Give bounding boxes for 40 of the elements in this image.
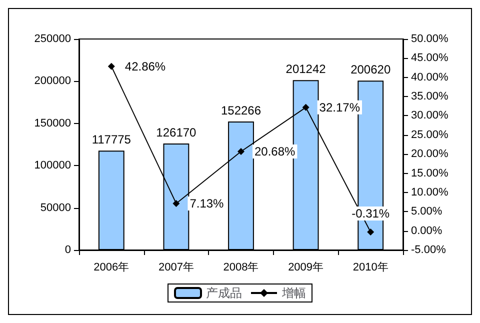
y2-tick-label: 45.00% bbox=[411, 52, 449, 64]
y2-tick-label: 50.00% bbox=[411, 33, 449, 45]
y2-tick-label: 0.00% bbox=[411, 224, 442, 237]
y2-tick-label: 30.00% bbox=[411, 110, 449, 122]
x-tick-label: 2006年 bbox=[94, 262, 130, 274]
x-tick-label: 2008年 bbox=[223, 262, 259, 274]
data-label: 201242 bbox=[286, 62, 326, 76]
data-label: -0.31% bbox=[352, 206, 390, 221]
y2-tick-label: 25.00% bbox=[411, 128, 449, 141]
point bbox=[172, 200, 180, 207]
y-tick-label: 100000 bbox=[34, 160, 71, 172]
data-label: 152266 bbox=[220, 103, 262, 118]
y2-tick-label: 5.00% bbox=[411, 206, 442, 218]
x-tick-label: 2007年 bbox=[158, 262, 194, 274]
data-label: 7.13% bbox=[190, 196, 224, 210]
y2-tick-label: -5.00% bbox=[411, 244, 446, 256]
y-tick-label: 200000 bbox=[34, 75, 71, 88]
data-label: 42.86% bbox=[124, 59, 166, 74]
y-tick-label: 50000 bbox=[40, 202, 71, 214]
y-tick-label: 0 bbox=[64, 244, 71, 256]
y-tick-label: 250000 bbox=[34, 33, 71, 45]
point bbox=[367, 228, 374, 236]
point bbox=[302, 104, 310, 111]
y-tick-label: 150000 bbox=[34, 117, 71, 130]
x-tick-label: 2010年 bbox=[352, 262, 388, 274]
y2-tick-label: 15.00% bbox=[411, 167, 449, 180]
legend-label: 增幅 bbox=[281, 286, 306, 300]
y2-tick-label: 10.00% bbox=[411, 186, 449, 198]
legend-label: 产成品 bbox=[206, 286, 242, 300]
point bbox=[238, 148, 244, 155]
y2-tick-label: 35.00% bbox=[411, 90, 449, 103]
point bbox=[108, 62, 115, 70]
y2-tick-label: 40.00% bbox=[411, 71, 449, 84]
data-label: 20.68% bbox=[254, 144, 296, 158]
x-tick-label: 2009年 bbox=[288, 262, 324, 274]
data-label: 32.17% bbox=[319, 100, 360, 114]
data-label: 126170 bbox=[156, 126, 197, 140]
data-label: 117775 bbox=[92, 132, 132, 147]
data-label: 200620 bbox=[350, 62, 391, 77]
y2-tick-label: 20.00% bbox=[411, 148, 449, 160]
